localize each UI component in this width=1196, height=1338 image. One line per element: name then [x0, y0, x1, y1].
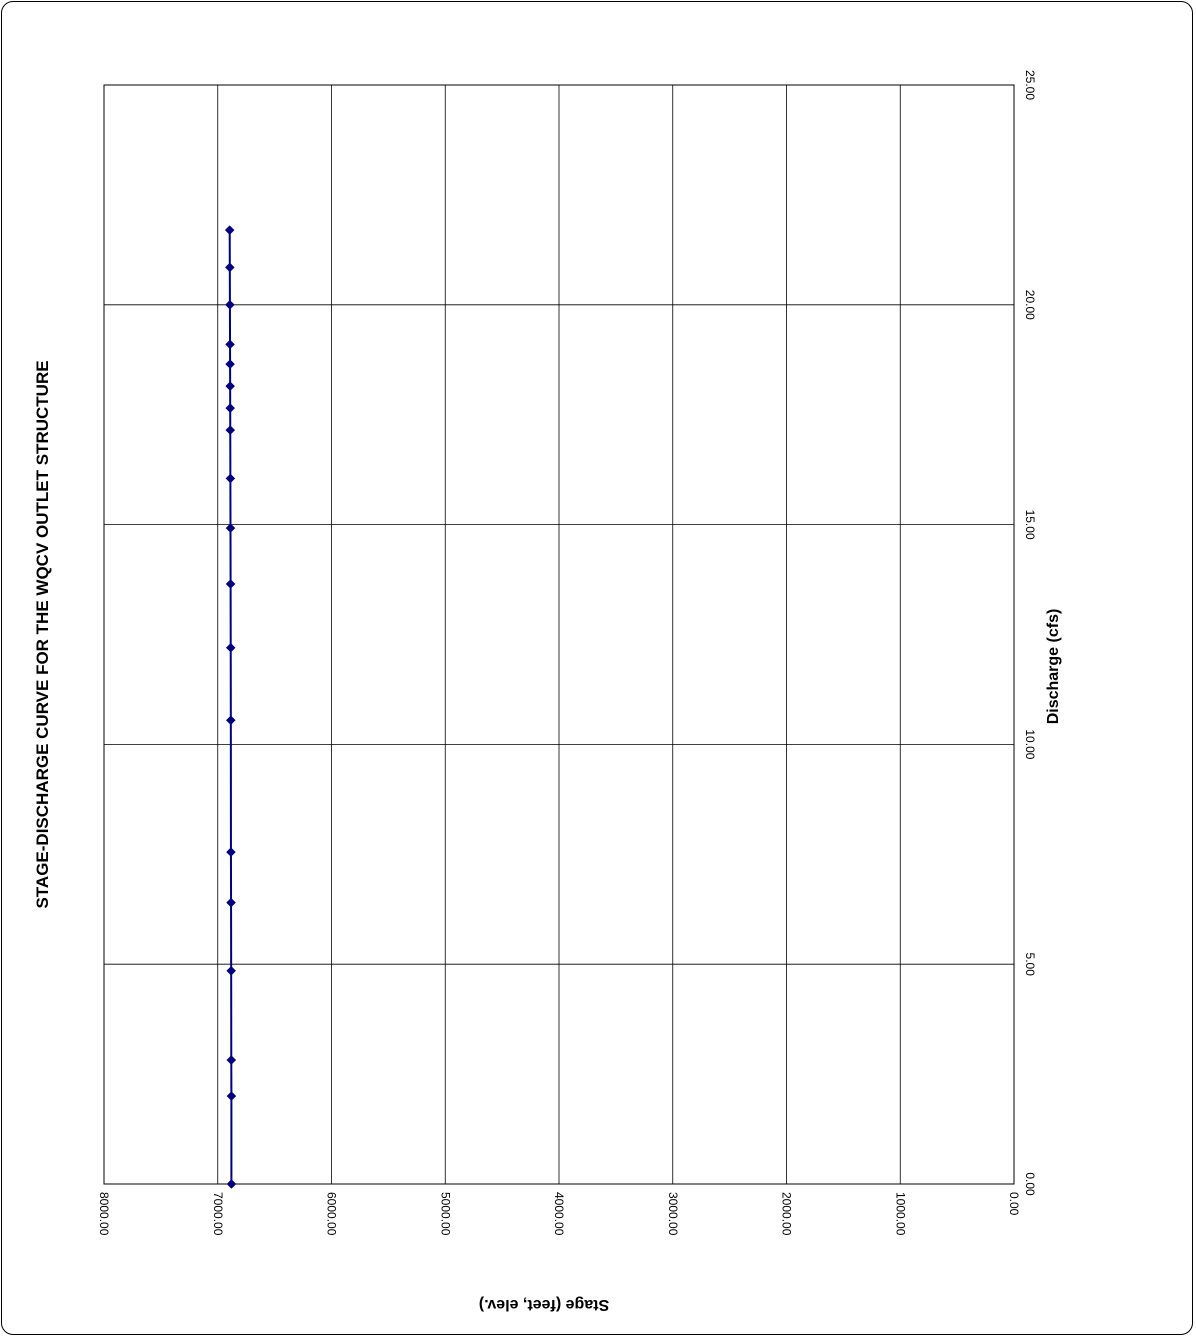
- x-tick-label: 25.00: [1023, 70, 1037, 100]
- data-point-marker: [226, 1091, 237, 1101]
- y-tick-label: 0.00: [1007, 1192, 1021, 1216]
- data-point-marker: [225, 339, 235, 350]
- data-point-marker: [225, 381, 236, 391]
- data-point-marker: [225, 425, 236, 435]
- data-point-marker: [225, 523, 236, 533]
- data-point-marker: [226, 897, 236, 908]
- y-tick-label: 5000.00: [438, 1192, 452, 1236]
- data-point-marker: [226, 847, 236, 857]
- y-tick-label: 1000.00: [893, 1192, 907, 1236]
- x-tick-label: 15.00: [1023, 510, 1037, 540]
- grid-lines: [103, 84, 1015, 1185]
- x-axis-title: Discharge (cfs): [1045, 609, 1062, 725]
- data-point-marker: [225, 299, 235, 310]
- data-point-marker: [225, 403, 236, 413]
- y-tick-label: 6000.00: [325, 1192, 339, 1236]
- data-point-marker: [226, 1179, 237, 1189]
- x-tick-label: 20.00: [1023, 290, 1037, 320]
- x-tick-label: 0.00: [1023, 1172, 1037, 1196]
- chart-title: STAGE-DISCHARGE CURVE FOR THE WQCV OUTLE…: [33, 360, 52, 908]
- data-point-marker: [226, 1055, 237, 1065]
- data-point-marker: [225, 359, 235, 369]
- y-tick-label: 2000.00: [780, 1192, 794, 1236]
- data-point-marker: [224, 225, 235, 235]
- data-point-marker: [224, 262, 235, 273]
- data-point-marker: [225, 579, 236, 589]
- data-point-marker: [226, 965, 237, 976]
- data-point-marker: [225, 473, 236, 484]
- y-axis-title: Stage (feet, elev.): [479, 1296, 609, 1313]
- y-tick-label: 3000.00: [666, 1192, 680, 1236]
- x-tick-label: 10.00: [1023, 729, 1037, 759]
- y-tick-label: 4000.00: [552, 1192, 566, 1236]
- data-series: [224, 225, 237, 1189]
- tick-labels: 0.00 5.00 10.00 15.00 20.00 25.00 0.00 1000.00 2…: [97, 70, 1037, 1236]
- data-point-marker: [225, 715, 236, 726]
- y-tick-label: 7000.00: [211, 1192, 225, 1236]
- data-point-marker: [225, 642, 236, 653]
- y-tick-label: 8000.00: [97, 1192, 111, 1236]
- x-tick-label: 5.00: [1023, 953, 1037, 977]
